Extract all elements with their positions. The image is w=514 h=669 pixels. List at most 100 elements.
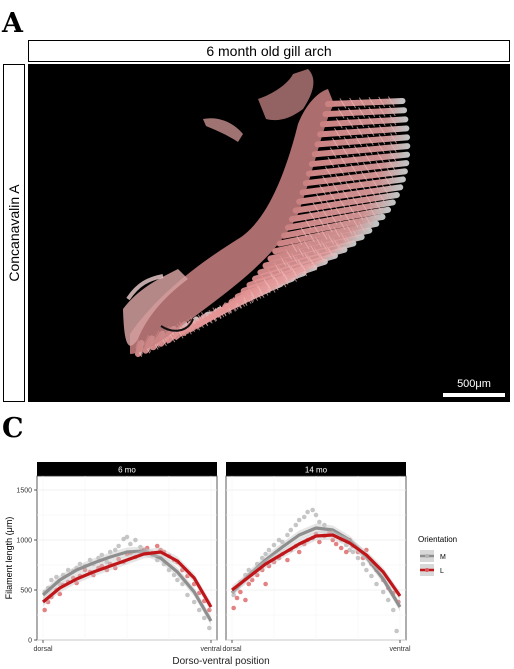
point-M bbox=[166, 567, 172, 573]
point-M bbox=[185, 592, 190, 598]
point-M bbox=[191, 599, 197, 605]
point-M bbox=[133, 537, 138, 543]
point-L bbox=[343, 549, 349, 555]
point-M bbox=[104, 559, 110, 565]
point-M bbox=[128, 541, 133, 547]
point-M bbox=[322, 522, 327, 528]
point-L bbox=[246, 581, 252, 587]
point-M bbox=[154, 557, 160, 563]
point-L bbox=[207, 607, 212, 613]
point-M bbox=[317, 519, 322, 525]
point-M bbox=[112, 547, 118, 553]
point-M bbox=[369, 573, 374, 579]
point-M bbox=[138, 544, 143, 550]
point-M bbox=[180, 581, 185, 587]
arch-body bbox=[130, 89, 334, 354]
x-tick-label: ventral bbox=[389, 646, 410, 653]
point-M bbox=[380, 589, 386, 595]
point-M bbox=[124, 534, 130, 540]
point-M bbox=[87, 557, 93, 563]
point-L bbox=[57, 591, 63, 597]
gill-filaments bbox=[135, 96, 411, 358]
point-L bbox=[154, 543, 160, 549]
point-L bbox=[74, 580, 79, 586]
point-M bbox=[231, 592, 236, 598]
point-M bbox=[266, 547, 272, 553]
point-M bbox=[65, 567, 71, 573]
point-M bbox=[360, 561, 366, 567]
point-L bbox=[116, 556, 121, 562]
point-M bbox=[364, 567, 369, 573]
line-L bbox=[41, 550, 213, 608]
point-M bbox=[49, 577, 54, 583]
point-M bbox=[310, 507, 315, 513]
point-M bbox=[355, 555, 361, 561]
point-L bbox=[364, 547, 369, 553]
point-L bbox=[285, 557, 290, 563]
legend-label-L: L bbox=[440, 568, 444, 575]
point-L bbox=[263, 581, 268, 587]
point-M bbox=[285, 532, 290, 538]
point-L bbox=[330, 537, 336, 543]
point-M bbox=[77, 561, 83, 567]
point-M bbox=[121, 536, 126, 542]
x-axis-title: Dorso-ventral position bbox=[172, 656, 269, 667]
point-L bbox=[82, 567, 88, 573]
point-M bbox=[288, 527, 294, 533]
column-strip-label: 6 month old gill arch bbox=[28, 40, 510, 62]
point-M bbox=[301, 514, 307, 520]
point-L bbox=[45, 599, 51, 605]
point-M bbox=[385, 597, 391, 603]
point-M bbox=[293, 522, 299, 528]
y-tick-label: 1500 bbox=[16, 488, 32, 495]
legend: Orientation ML bbox=[418, 535, 457, 576]
point-L bbox=[243, 597, 248, 603]
panel-c-letter: C bbox=[2, 413, 24, 444]
column-strip-text: 6 month old gill arch bbox=[206, 43, 332, 59]
point-L bbox=[266, 563, 272, 569]
point-L bbox=[185, 573, 190, 579]
point-L bbox=[144, 545, 150, 551]
y-tick-label: 0 bbox=[28, 638, 32, 645]
scale-bar bbox=[443, 393, 505, 397]
point-M bbox=[276, 537, 282, 543]
facet-label: 6 mo bbox=[118, 466, 136, 475]
facet-strip bbox=[37, 462, 217, 476]
legend-title: Orientation bbox=[418, 535, 457, 544]
facet-strip bbox=[226, 462, 406, 476]
point-M bbox=[99, 552, 105, 558]
band-M bbox=[232, 523, 400, 612]
point-M bbox=[207, 625, 212, 631]
point-M bbox=[107, 549, 113, 555]
point-M bbox=[54, 574, 59, 580]
point-L bbox=[333, 541, 339, 547]
point-L bbox=[42, 607, 47, 613]
point-M bbox=[390, 607, 396, 613]
point-M bbox=[246, 567, 252, 573]
point-L bbox=[238, 589, 243, 595]
point-M bbox=[280, 539, 285, 545]
point-M bbox=[394, 628, 399, 634]
point-L bbox=[234, 595, 240, 601]
point-L bbox=[296, 549, 302, 555]
x-tick-label: dorsal bbox=[222, 646, 242, 653]
point-M bbox=[201, 615, 207, 621]
x-tick-label: dorsal bbox=[33, 646, 53, 653]
point-L bbox=[231, 605, 236, 611]
point-M bbox=[374, 581, 379, 587]
gill-arch-micrograph: 500μm bbox=[28, 64, 510, 402]
point-L bbox=[249, 577, 255, 583]
y-tick-label: 500 bbox=[20, 588, 32, 595]
point-M bbox=[196, 607, 202, 613]
x-tick-label: ventral bbox=[200, 646, 221, 653]
facet-label: 14 mo bbox=[305, 466, 328, 475]
facet-2: 14 mo dorsal ventral bbox=[222, 462, 411, 653]
point-M bbox=[116, 543, 121, 549]
point-M bbox=[259, 555, 265, 561]
ventral-tissue bbox=[123, 269, 188, 346]
row-strip-text: Concanavalin A bbox=[6, 184, 22, 282]
y-axis-title: Filament length (μm) bbox=[4, 517, 14, 600]
point-M bbox=[271, 542, 277, 548]
y-tick-label: 1000 bbox=[16, 538, 32, 545]
